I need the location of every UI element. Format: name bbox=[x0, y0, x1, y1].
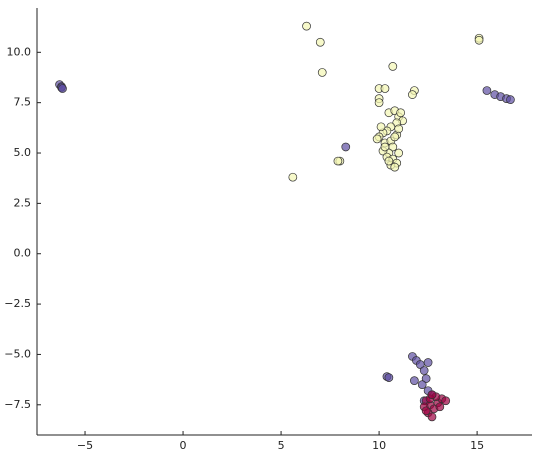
y-tick-label: 10.0 bbox=[7, 45, 32, 58]
point bbox=[435, 402, 445, 412]
point bbox=[58, 84, 67, 93]
x-tick-label: 10 bbox=[372, 439, 386, 452]
point bbox=[384, 156, 394, 166]
point bbox=[474, 35, 484, 45]
y-tick-label: −7.5 bbox=[4, 398, 31, 411]
point bbox=[380, 142, 390, 152]
point bbox=[288, 172, 298, 182]
x-tick-label: 0 bbox=[180, 439, 187, 452]
x-tick-label: 15 bbox=[470, 439, 484, 452]
point bbox=[394, 148, 404, 158]
x-tick-label: 5 bbox=[278, 439, 285, 452]
y-tick-label: 2.5 bbox=[14, 196, 32, 209]
point bbox=[410, 376, 419, 385]
y-tick-label: 0.0 bbox=[14, 247, 32, 260]
point bbox=[384, 373, 394, 382]
point bbox=[423, 358, 433, 367]
point bbox=[380, 84, 390, 93]
point bbox=[396, 108, 406, 118]
point bbox=[408, 90, 417, 99]
point bbox=[394, 124, 404, 134]
point bbox=[421, 374, 431, 383]
point bbox=[376, 122, 386, 132]
point bbox=[419, 366, 429, 375]
y-tick-label: −2.5 bbox=[4, 297, 31, 310]
x-tick-label: −5 bbox=[77, 439, 93, 452]
point bbox=[390, 162, 400, 172]
point bbox=[482, 86, 492, 95]
y-tick-label: 7.5 bbox=[14, 96, 32, 109]
point bbox=[417, 380, 427, 389]
point bbox=[315, 37, 325, 47]
point bbox=[333, 156, 343, 166]
y-tick-label: 5.0 bbox=[14, 146, 32, 159]
point bbox=[427, 412, 437, 422]
point bbox=[302, 21, 311, 31]
point bbox=[441, 396, 451, 406]
point bbox=[317, 68, 327, 77]
point bbox=[506, 95, 515, 104]
point bbox=[427, 390, 437, 400]
point bbox=[421, 406, 431, 416]
point bbox=[390, 132, 400, 142]
point bbox=[374, 98, 384, 108]
point bbox=[372, 134, 382, 144]
y-tick-label: −5.0 bbox=[4, 347, 31, 360]
point bbox=[341, 142, 351, 152]
point bbox=[388, 62, 398, 71]
